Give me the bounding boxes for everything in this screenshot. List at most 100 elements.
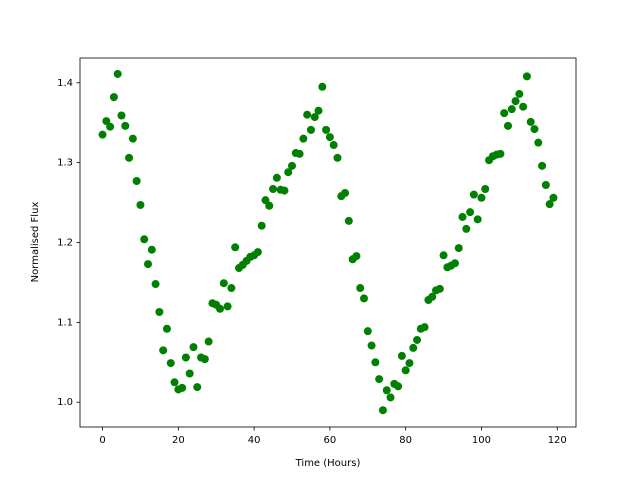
point bbox=[503, 121, 512, 130]
point bbox=[378, 406, 387, 415]
point bbox=[231, 243, 240, 252]
point bbox=[204, 337, 213, 346]
point bbox=[466, 208, 475, 217]
x-tick-label: 120 bbox=[548, 435, 567, 446]
point bbox=[435, 284, 444, 293]
point bbox=[181, 353, 190, 362]
point bbox=[125, 153, 134, 162]
point bbox=[382, 386, 391, 395]
point bbox=[284, 168, 293, 177]
point bbox=[526, 117, 535, 126]
point bbox=[352, 252, 361, 261]
point bbox=[121, 121, 130, 130]
point bbox=[356, 284, 365, 293]
point bbox=[473, 215, 482, 224]
point bbox=[530, 125, 539, 134]
point bbox=[227, 284, 236, 293]
point bbox=[413, 335, 422, 344]
point bbox=[303, 110, 312, 119]
point bbox=[288, 161, 297, 170]
point bbox=[200, 355, 209, 364]
point bbox=[428, 292, 437, 301]
point bbox=[155, 307, 164, 316]
point bbox=[102, 117, 111, 126]
point bbox=[534, 138, 543, 147]
point bbox=[261, 196, 270, 205]
point bbox=[420, 323, 429, 332]
y-tick-label: 1.0 bbox=[57, 397, 73, 408]
point bbox=[166, 359, 175, 368]
point bbox=[329, 141, 338, 150]
point bbox=[98, 130, 107, 139]
point bbox=[462, 224, 471, 233]
point bbox=[375, 375, 384, 384]
point bbox=[401, 366, 410, 375]
x-tick-label: 60 bbox=[324, 435, 337, 446]
y-tick-label: 1.3 bbox=[57, 158, 73, 169]
point bbox=[310, 113, 319, 122]
y-axis-label: Normalised Flux bbox=[30, 202, 41, 283]
point bbox=[223, 302, 232, 311]
point bbox=[314, 106, 323, 115]
point bbox=[132, 177, 141, 185]
point bbox=[481, 184, 490, 193]
point bbox=[295, 149, 304, 158]
point bbox=[496, 149, 505, 158]
point bbox=[469, 190, 478, 199]
x-axis-label: Time (Hours) bbox=[295, 458, 361, 469]
point bbox=[454, 244, 463, 253]
point bbox=[450, 259, 459, 268]
point bbox=[333, 153, 342, 162]
point bbox=[299, 134, 308, 143]
point bbox=[458, 212, 467, 221]
point bbox=[147, 245, 156, 254]
point bbox=[341, 188, 350, 197]
point bbox=[394, 382, 403, 391]
point bbox=[113, 69, 122, 78]
x-tick-label: 40 bbox=[248, 435, 261, 446]
point bbox=[151, 280, 160, 289]
point bbox=[318, 82, 327, 91]
point bbox=[140, 235, 149, 244]
point bbox=[386, 393, 395, 402]
point bbox=[322, 125, 331, 134]
point bbox=[144, 260, 153, 269]
x-tick-label: 0 bbox=[99, 435, 105, 446]
y-tick-label: 1.1 bbox=[57, 317, 73, 328]
point bbox=[439, 251, 448, 260]
point bbox=[170, 378, 179, 387]
point bbox=[500, 109, 509, 118]
point bbox=[136, 200, 145, 209]
point bbox=[178, 383, 187, 392]
point bbox=[507, 105, 516, 114]
y-tick-label: 1.2 bbox=[57, 238, 73, 249]
point bbox=[405, 359, 414, 368]
point bbox=[117, 111, 126, 120]
point bbox=[367, 341, 376, 350]
point bbox=[522, 72, 531, 81]
point bbox=[359, 294, 368, 303]
point bbox=[541, 180, 550, 189]
point bbox=[515, 89, 524, 98]
point bbox=[280, 186, 289, 195]
x-tick-label: 20 bbox=[172, 435, 185, 446]
point bbox=[538, 161, 547, 170]
plot-frame bbox=[79, 57, 577, 428]
point bbox=[272, 173, 281, 182]
point bbox=[371, 358, 380, 367]
point bbox=[344, 216, 353, 225]
point bbox=[477, 193, 486, 202]
point bbox=[265, 201, 274, 210]
point bbox=[189, 343, 198, 352]
point bbox=[159, 346, 168, 355]
point bbox=[511, 97, 520, 106]
point bbox=[185, 369, 194, 378]
point bbox=[106, 122, 115, 131]
point bbox=[216, 304, 225, 313]
x-tick-label: 100 bbox=[472, 435, 491, 446]
point bbox=[219, 279, 228, 288]
point bbox=[409, 343, 418, 352]
point bbox=[128, 134, 137, 143]
